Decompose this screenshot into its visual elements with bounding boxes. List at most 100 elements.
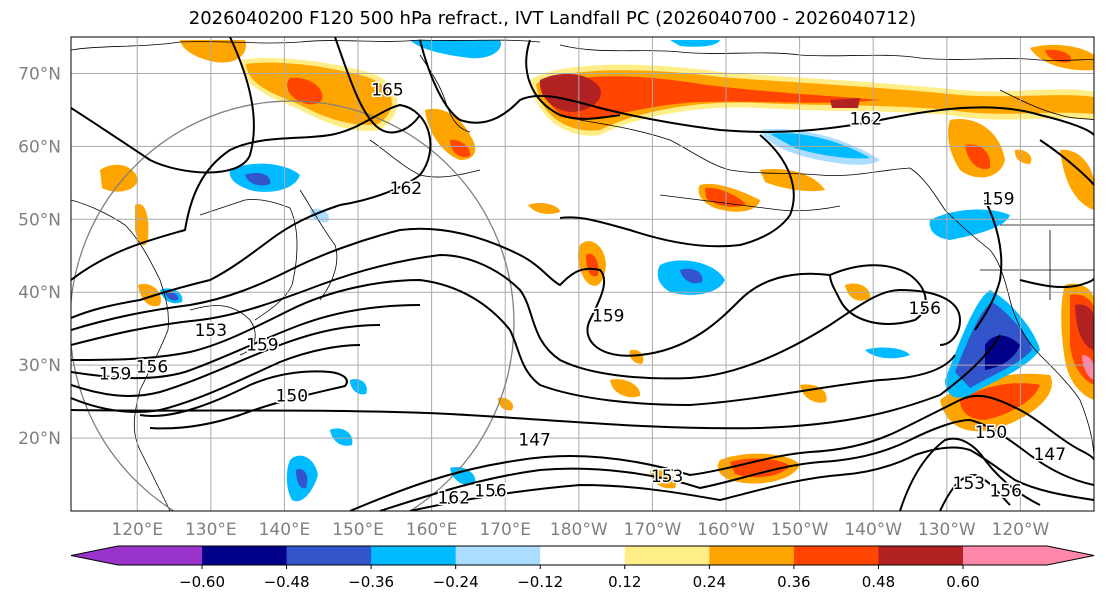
positive-anomaly-region xyxy=(135,204,149,246)
contour-label: 159 xyxy=(99,365,131,385)
colorbar-tick-label: 0.12 xyxy=(608,573,641,591)
contour-line xyxy=(1039,139,1094,186)
negative-anomaly-region xyxy=(680,268,703,284)
contour-line xyxy=(71,278,956,407)
coastlines xyxy=(71,39,1094,511)
longitude-label: 120°E xyxy=(111,520,163,540)
negative-anomaly-region xyxy=(865,347,910,359)
latitude-label: 20°N xyxy=(18,429,61,449)
positive-anomaly-region xyxy=(1082,355,1094,380)
landfall-region-circle xyxy=(71,100,515,511)
positive-anomaly-region xyxy=(1060,149,1094,210)
colorbar-segment xyxy=(371,546,457,565)
latitude-label: 70°N xyxy=(18,64,61,84)
colorbar-high-extend-fill xyxy=(1047,546,1094,565)
colorbar-tick-label: 0.60 xyxy=(946,573,979,591)
colorbar-tick-label: −0.36 xyxy=(348,573,394,591)
contour-line xyxy=(71,324,381,397)
contour-line xyxy=(379,418,1094,511)
colorbar-segment xyxy=(878,546,964,565)
colorbar-low-extend-fill xyxy=(71,546,118,565)
contour-label: 162 xyxy=(437,489,469,509)
colorbar-segment xyxy=(202,546,288,565)
contour-label: 162 xyxy=(390,179,422,199)
positive-anomaly-region xyxy=(100,164,138,192)
contour-line xyxy=(71,253,962,380)
positive-anomaly-region xyxy=(586,253,599,277)
contour-line xyxy=(409,446,1094,511)
colorbar-segment xyxy=(793,546,879,565)
longitude-label: 130°W xyxy=(918,520,976,540)
longitude-label: 170°W xyxy=(624,520,682,540)
latitude-label: 60°N xyxy=(18,137,61,157)
colorbar-segment xyxy=(963,546,1047,565)
positive-anomaly-region xyxy=(1045,49,1071,63)
negative-anomaly-region xyxy=(296,469,308,489)
map-frame xyxy=(70,36,1095,512)
positive-anomaly-region xyxy=(539,73,601,112)
longitude-label: 180°W xyxy=(550,520,608,540)
latitude-label: 30°N xyxy=(18,356,61,376)
contour-label: 150 xyxy=(975,423,1007,443)
chart-title: 2026040200 F120 500 hPa refract., IVT La… xyxy=(188,8,917,29)
contour-line xyxy=(71,103,432,281)
contour-line xyxy=(71,204,341,319)
positive-anomaly-region xyxy=(830,98,860,108)
colorbar-tick-label: −0.24 xyxy=(433,573,479,591)
height-contours xyxy=(71,37,1094,511)
contour-line xyxy=(1019,277,1094,289)
longitude-label: 160°E xyxy=(406,520,458,540)
positive-anomaly-region xyxy=(1014,149,1032,164)
contour-label: 150 xyxy=(276,387,308,407)
colorbar: −0.60 −0.48 −0.36 −0.24 −0.12 0.12 0.24 0.36 0.4… xyxy=(70,545,1095,591)
positive-anomaly-region xyxy=(545,76,880,120)
contour-line xyxy=(71,227,831,357)
contour-label: 153 xyxy=(195,321,227,341)
contour-line xyxy=(71,37,255,174)
contour-label: 156 xyxy=(989,481,1021,501)
colorbar-tick-label: −0.48 xyxy=(264,573,310,591)
contour-label: 156 xyxy=(136,357,168,377)
contour-label: 162 xyxy=(850,110,882,130)
contour-label: 159 xyxy=(592,306,624,326)
positive-anomaly-region xyxy=(138,283,161,307)
latitude-label: 50°N xyxy=(18,210,61,230)
positive-anomaly-region xyxy=(287,77,323,105)
negative-anomaly-region xyxy=(245,172,271,186)
contour-label: 147 xyxy=(1034,445,1066,465)
longitude-label: 120°W xyxy=(992,520,1050,540)
contour-line xyxy=(829,264,927,325)
colorbar-segment xyxy=(455,546,541,565)
negative-anomaly-region xyxy=(410,40,501,59)
colorbar-tick-label: −0.12 xyxy=(517,573,563,591)
contour-line xyxy=(71,304,421,380)
longitude-label: 150°W xyxy=(771,520,829,540)
positive-anomaly-region xyxy=(450,139,471,158)
contour-label: 159 xyxy=(246,336,278,356)
colorbar-segment xyxy=(709,546,795,565)
longitude-label: 170°E xyxy=(479,520,531,540)
colorbar-outline xyxy=(70,545,1095,566)
colorbar-tick-label: −0.60 xyxy=(179,573,225,591)
colorbar-tick-label: 0.24 xyxy=(693,573,726,591)
contour-label: 165 xyxy=(371,80,403,100)
longitude-label: 150°E xyxy=(332,520,384,540)
contour-line xyxy=(349,394,1094,511)
contour-line xyxy=(939,473,1011,511)
colorbar-tick-label: 0.36 xyxy=(777,573,810,591)
latitude-label: 40°N xyxy=(18,283,61,303)
contour-line xyxy=(899,437,1041,511)
colorbar-tick-label: 0.48 xyxy=(862,573,895,591)
negative-anomaly-region xyxy=(770,133,870,159)
longitude-label: 140°E xyxy=(259,520,311,540)
longitude-labels: 120°E 130°E 140°E 150°E 160°E 170°E 180°W 170°W… xyxy=(111,520,1049,540)
longitude-label: 160°W xyxy=(697,520,755,540)
negative-anomaly-region xyxy=(330,428,353,446)
contour-label: 156 xyxy=(474,481,506,501)
negative-anomaly-region xyxy=(165,291,179,301)
negative-anomaly-region xyxy=(929,209,1010,240)
positive-anomaly-region xyxy=(180,40,246,63)
